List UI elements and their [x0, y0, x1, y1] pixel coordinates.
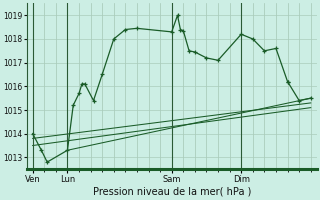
X-axis label: Pression niveau de la mer( hPa ): Pression niveau de la mer( hPa ) — [92, 187, 251, 197]
